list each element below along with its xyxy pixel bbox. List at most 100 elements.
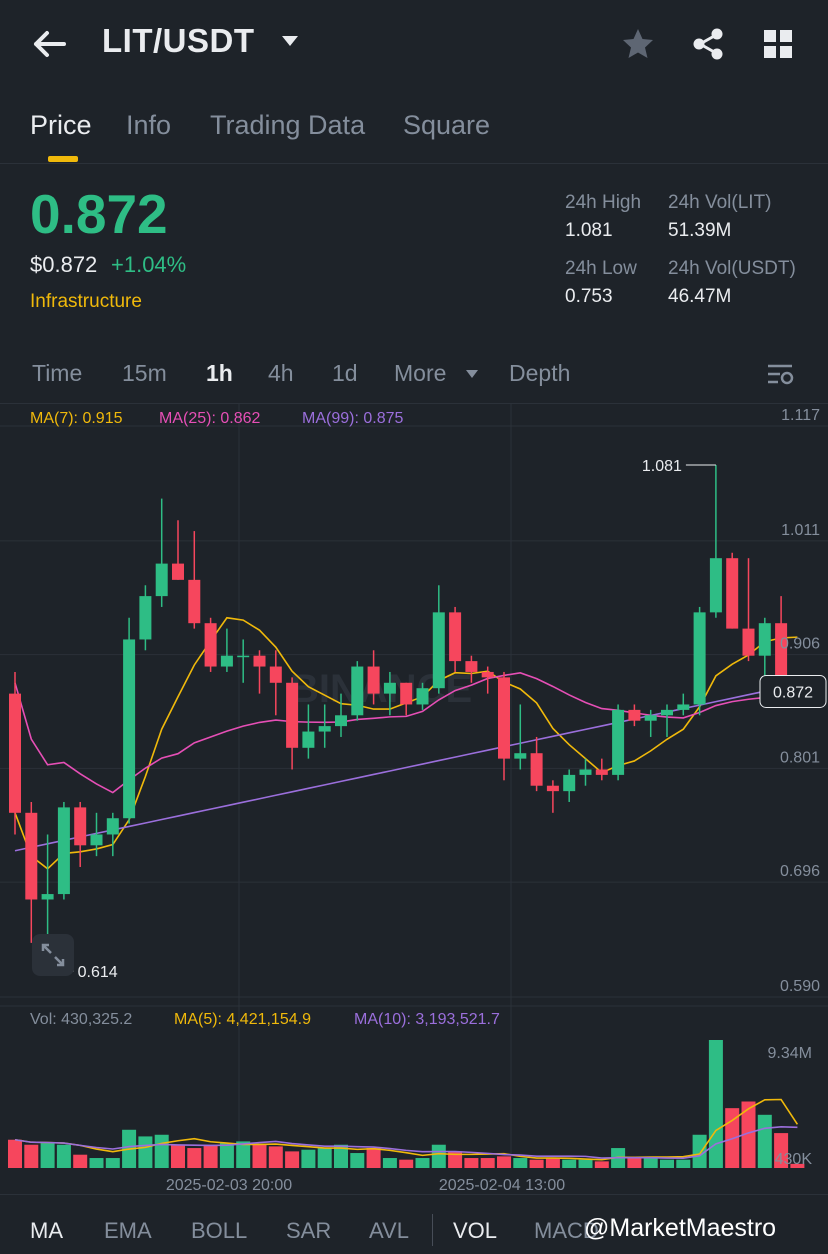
indicator-ma[interactable]: MA xyxy=(30,1218,63,1243)
candle-body xyxy=(302,731,315,748)
volume-bar xyxy=(562,1159,577,1168)
tab-info[interactable]: Info xyxy=(126,110,172,140)
indicator-separator xyxy=(432,1214,433,1246)
star-icon[interactable] xyxy=(620,26,656,62)
volume-bar xyxy=(350,1153,365,1168)
indicator-vol[interactable]: VOL xyxy=(453,1218,498,1243)
grid-icon[interactable] xyxy=(762,28,794,60)
candle-body xyxy=(90,834,103,846)
volume-bar xyxy=(431,1144,446,1168)
usd-price: $0.872 xyxy=(30,252,98,277)
active-tab-indicator xyxy=(48,156,78,162)
volume-bar xyxy=(73,1154,88,1168)
volume-bar xyxy=(317,1148,332,1168)
ma7-legend: MA(7): 0.915 xyxy=(30,410,123,427)
tab-price[interactable]: Price xyxy=(30,110,92,140)
chart-settings-icon[interactable] xyxy=(766,362,796,388)
price-axis-label: 1.011 xyxy=(781,522,820,539)
volume-bar xyxy=(24,1144,39,1168)
interval-more[interactable]: More xyxy=(394,360,447,386)
candle-body xyxy=(106,818,119,835)
volume-bar xyxy=(138,1136,153,1168)
time-axis-label: 2025-02-03 20:00 xyxy=(166,1177,292,1194)
divider xyxy=(0,163,828,164)
candle-body xyxy=(172,563,184,580)
vol-quote-value: 46.47M xyxy=(668,286,732,307)
chevron-down-icon[interactable] xyxy=(466,370,478,378)
volume-bar xyxy=(480,1158,495,1168)
candle-body xyxy=(188,579,201,624)
vol-ma5-line xyxy=(14,1098,799,1161)
candle-body xyxy=(139,596,152,640)
category-tag[interactable]: Infrastructure xyxy=(30,291,142,312)
volume-bar xyxy=(8,1139,22,1168)
interval-4h[interactable]: 4h xyxy=(268,360,294,386)
candle-body xyxy=(383,682,396,694)
candle-body xyxy=(400,682,413,705)
tab-trading-data[interactable]: Trading Data xyxy=(210,110,366,140)
volume-bar xyxy=(464,1158,479,1168)
candle-body xyxy=(579,769,592,775)
candle-body xyxy=(351,666,364,716)
high-label: 24h High xyxy=(565,192,642,213)
candle-body xyxy=(612,709,625,775)
volume-bar xyxy=(513,1158,528,1168)
volume-bar xyxy=(382,1158,397,1168)
volume-bar xyxy=(56,1144,71,1168)
tab-square[interactable]: Square xyxy=(403,110,491,140)
indicator-avl[interactable]: AVL xyxy=(369,1218,409,1243)
chevron-down-icon[interactable] xyxy=(282,36,298,46)
indicator-ema[interactable]: EMA xyxy=(104,1218,152,1243)
price-axis-label: 0.801 xyxy=(780,749,820,766)
candle-body xyxy=(530,753,543,786)
price-axis-label: 0.696 xyxy=(780,863,820,880)
candlestick-chart[interactable]: BINANCE 1.117 1.011 0.906 0.801 0.696 0.590 9.… xyxy=(0,404,828,1194)
vol-quote-label: 24h Vol(USDT) xyxy=(668,258,796,279)
indicator-boll[interactable]: BOLL xyxy=(191,1218,248,1243)
candle-body xyxy=(367,666,380,694)
candle-body xyxy=(25,812,38,900)
indicator-macd[interactable]: MACD xyxy=(534,1218,599,1243)
chart-watermark: BINANCE xyxy=(290,667,472,711)
creator-watermark: @MarketMaestro xyxy=(584,1214,777,1242)
volume-bar xyxy=(187,1148,202,1168)
indicator-sar[interactable]: SAR xyxy=(286,1218,332,1243)
candle-body xyxy=(726,558,739,629)
interval-time[interactable]: Time xyxy=(32,360,83,386)
price-axis-label: 0.590 xyxy=(780,978,820,995)
candle-body xyxy=(644,715,657,721)
volume-bar xyxy=(40,1143,55,1168)
interval-1h[interactable]: 1h xyxy=(206,360,233,386)
candle-body xyxy=(661,709,673,716)
volume-bar xyxy=(643,1158,658,1168)
trading-pair-title[interactable]: LIT/USDT xyxy=(102,22,255,59)
low-value: 0.753 xyxy=(565,286,613,307)
volume-bar xyxy=(757,1114,772,1168)
vol-base-value: 51.39M xyxy=(668,220,732,241)
candle-body xyxy=(123,639,136,819)
candle-body xyxy=(9,693,21,813)
interval-depth[interactable]: Depth xyxy=(509,360,571,386)
interval-1d[interactable]: 1d xyxy=(332,360,358,386)
volume-bar xyxy=(415,1158,430,1168)
vol-legend: Vol: 430,325.2 xyxy=(30,1011,133,1028)
vol-ma5-legend: MA(5): 4,421,154.9 xyxy=(174,1011,311,1028)
vol-ma10-line xyxy=(14,1125,798,1159)
candle-body xyxy=(709,558,722,613)
volume-bar xyxy=(285,1151,300,1168)
volume-bar xyxy=(529,1159,544,1168)
volume-bar xyxy=(301,1149,316,1168)
arrow-left-icon[interactable] xyxy=(30,26,70,62)
volume-bar xyxy=(154,1134,169,1168)
candle-body xyxy=(237,655,250,658)
candle-body xyxy=(318,726,331,732)
volume-bar xyxy=(497,1156,511,1168)
share-icon[interactable] xyxy=(690,26,726,62)
current-price-label: 0.872 xyxy=(773,684,813,701)
candle-body xyxy=(595,769,608,775)
volume-bar xyxy=(545,1158,560,1168)
volume-bar xyxy=(627,1158,642,1168)
last-price: 0.872 xyxy=(30,183,168,245)
interval-15m[interactable]: 15m xyxy=(122,360,167,386)
fullscreen-button[interactable] xyxy=(32,934,74,976)
